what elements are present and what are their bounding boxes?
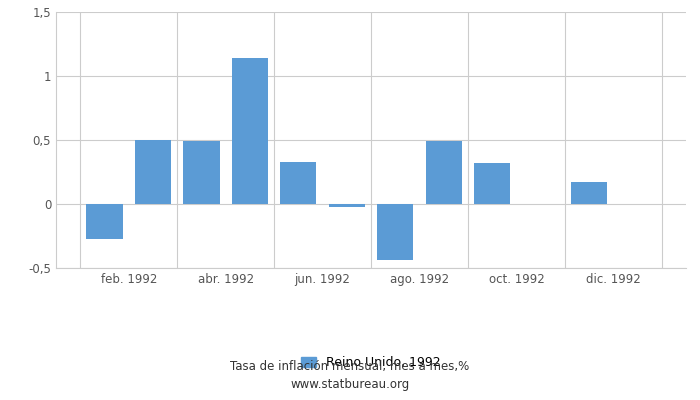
Text: Tasa de inflación mensual, mes a mes,%: Tasa de inflación mensual, mes a mes,% — [230, 360, 470, 373]
Bar — [426, 141, 462, 204]
Bar — [134, 140, 171, 204]
Legend: Reino Unido, 1992: Reino Unido, 1992 — [301, 356, 441, 369]
Bar — [377, 204, 414, 260]
Text: www.statbureau.org: www.statbureau.org — [290, 378, 410, 391]
Bar — [328, 204, 365, 206]
Bar — [183, 141, 220, 204]
Bar — [86, 204, 122, 238]
Bar — [280, 162, 316, 204]
Bar — [232, 58, 268, 204]
Bar — [474, 163, 510, 204]
Bar — [571, 182, 608, 204]
